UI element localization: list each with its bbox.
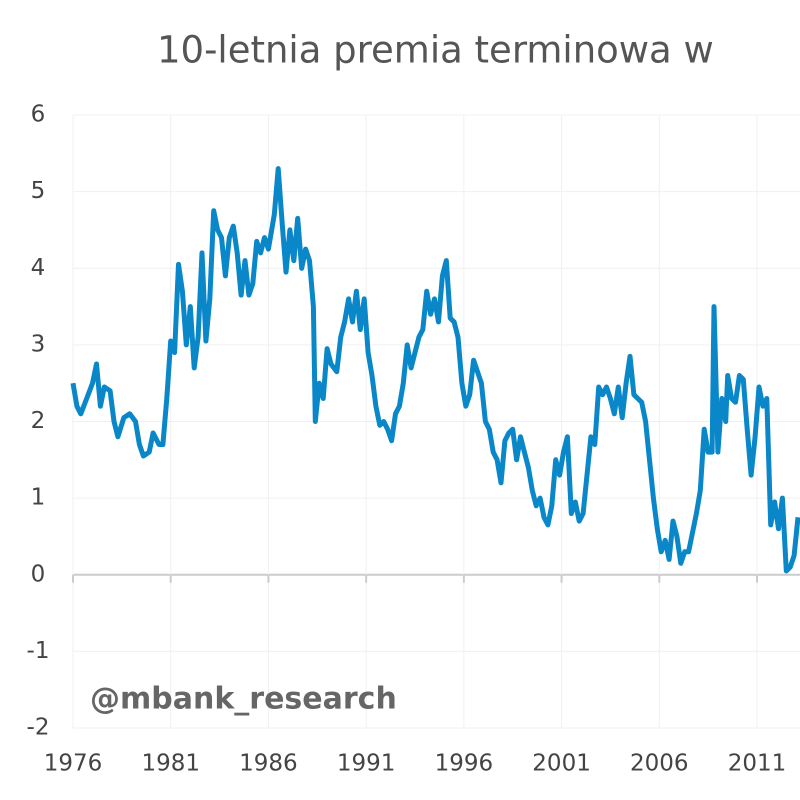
x-tick-label: 1976 (44, 751, 103, 777)
x-tick-label: 1991 (337, 751, 396, 777)
y-tick-label: 3 (31, 331, 46, 357)
y-tick-label: -1 (27, 638, 50, 664)
chart-title: 10-letnia premia terminowa w (157, 29, 714, 72)
y-tick-label: 2 (31, 408, 46, 434)
x-tick-label: 1986 (239, 751, 298, 777)
y-tick-label: 0 (31, 561, 46, 587)
x-tick-label: 2006 (630, 751, 689, 777)
data-line (70, 166, 800, 574)
y-tick-label: 1 (31, 485, 46, 511)
x-tick-label: 1996 (435, 751, 494, 777)
y-tick-label: 6 (31, 102, 46, 128)
y-tick-label: 4 (31, 255, 46, 281)
x-tick-label: 1981 (141, 751, 200, 777)
watermark: @mbank_research (90, 682, 397, 717)
x-tick-label: 2001 (532, 751, 591, 777)
y-tick-label: 5 (31, 178, 46, 204)
y-tick-label: -2 (27, 715, 50, 741)
x-tick-label: 2011 (728, 751, 787, 777)
